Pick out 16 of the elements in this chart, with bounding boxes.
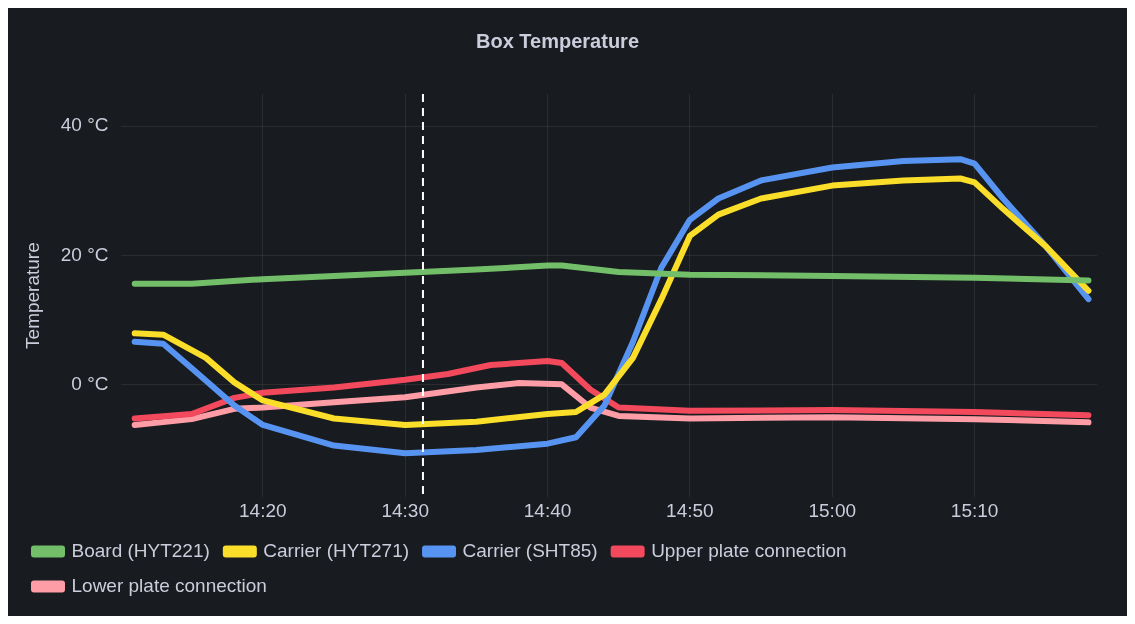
x-tick-label: 14:20	[239, 499, 287, 521]
y-tick-label: 0 °C	[71, 372, 109, 394]
chart-title: Box Temperature	[475, 29, 640, 52]
legend-label: Lower plate connection	[71, 574, 267, 596]
y-tick-label: 40 °C	[60, 114, 109, 136]
legend-label: Carrier (SHT85)	[462, 539, 598, 561]
legend-label: Upper plate connection	[651, 539, 847, 561]
x-tick-label: 15:00	[808, 499, 857, 521]
x-tick-label: 15:10	[950, 499, 999, 521]
y-axis-title: Temperature	[21, 242, 43, 349]
y-tick-label: 20 °C	[60, 243, 109, 265]
x-tick-label: 14:50	[666, 499, 714, 521]
x-tick-label: 14:30	[381, 499, 429, 521]
x-tick-label: 14:40	[523, 499, 572, 521]
legend-label: Carrier (HYT271)	[263, 539, 410, 561]
legend-label: Board (HYT221)	[71, 539, 210, 561]
